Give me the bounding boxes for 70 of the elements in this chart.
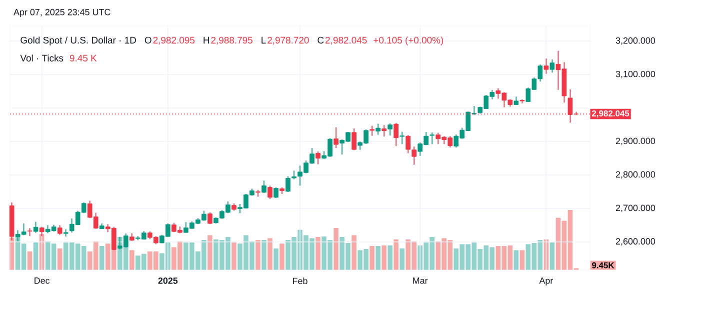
y-tick-label: 3,200.000 [616, 37, 656, 45]
y-tick-label: 2,600.000 [616, 238, 656, 246]
x-tick-label: Mar [413, 278, 428, 284]
y-tick-label: 2,700.000 [616, 204, 656, 212]
x-tick-label: Feb [293, 278, 308, 284]
annotation: L [262, 36, 266, 44]
candlestick [382, 124, 386, 137]
bar [274, 248, 278, 270]
candlestick [544, 58, 549, 74]
annotation: +0.105 (+0.00%) [374, 36, 444, 46]
candlestick [352, 128, 356, 151]
candlestick [268, 185, 272, 200]
x-tick-label: Dec [34, 278, 50, 284]
annotation: H [204, 36, 209, 44]
chart-title: Vol · Ticks [20, 54, 64, 62]
annotation: 9.45 K [70, 54, 97, 62]
candlestick [27, 228, 32, 237]
candlestick [430, 132, 435, 145]
bar [400, 248, 404, 270]
annotation: 2,988.795 [211, 36, 252, 45]
candlestick [274, 186, 278, 198]
bar [99, 246, 104, 270]
candlestick [376, 123, 380, 136]
candlestick [370, 125, 374, 136]
candlestick [262, 180, 266, 194]
bar [27, 251, 32, 270]
bar [550, 242, 555, 270]
text: Apr 07, 2025 23:45 UTC [14, 8, 110, 18]
y-tick-label: 3,100.000 [616, 70, 656, 78]
bar [382, 245, 386, 270]
bar [520, 250, 525, 270]
annotation: C [318, 36, 324, 44]
candlestick [256, 190, 260, 198]
bar [33, 242, 38, 270]
bar [57, 248, 62, 270]
candlestick [388, 122, 392, 136]
bar [334, 228, 338, 270]
bar [280, 244, 284, 270]
candlestick [550, 59, 555, 73]
bar [268, 238, 272, 270]
bar [129, 250, 134, 270]
ref-line-label: 2,982.045 [592, 110, 630, 118]
annotation: 2,978.720 [268, 36, 309, 45]
bar [232, 242, 236, 270]
bar [388, 245, 392, 270]
candlestick [316, 151, 320, 165]
candlestick [39, 226, 44, 237]
bar [394, 239, 398, 270]
annotation: O [144, 36, 152, 44]
bar [262, 240, 266, 270]
candlestick [334, 126, 338, 149]
bar [352, 235, 356, 270]
text: 9.45K [592, 262, 614, 268]
candlestick [57, 224, 62, 236]
bar [370, 246, 374, 270]
y-tick-label: 2,800.000 [616, 171, 656, 179]
candlestick [400, 131, 404, 145]
candlestick [33, 221, 38, 234]
candlestick [394, 122, 398, 147]
bar [316, 237, 320, 270]
x-tick-label: 2025 [158, 278, 178, 284]
x-tick-label: Apr [539, 278, 554, 286]
bar [514, 250, 519, 270]
bar [256, 240, 260, 270]
bar [208, 235, 212, 270]
bar [376, 246, 380, 270]
y-tick-label: 2,900.000 [616, 138, 656, 146]
annotation: 2,982.095 [153, 36, 195, 45]
annotation: 2,982.045 [326, 36, 367, 45]
text: Gold Spot / U.S. Dollar · 1D [20, 36, 136, 46]
